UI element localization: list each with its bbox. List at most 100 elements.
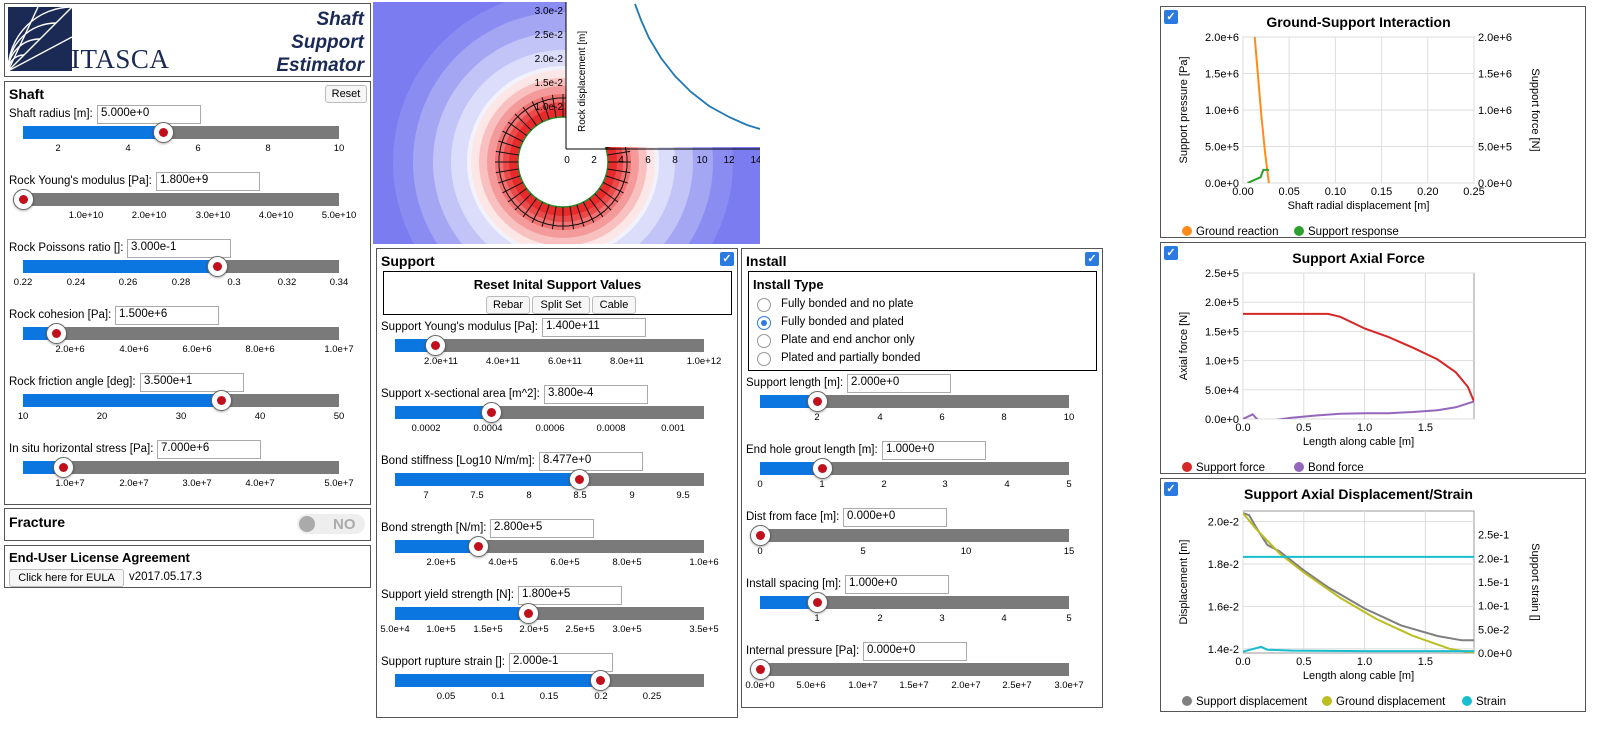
- split-set-button[interactable]: Split Set: [532, 296, 590, 314]
- slider-thumb[interactable]: [210, 390, 232, 411]
- slider-label: Install spacing [m]:: [746, 578, 842, 590]
- slider-track[interactable]: [23, 122, 339, 143]
- slider-value-input[interactable]: 8.477e+0: [539, 452, 643, 471]
- slider-value-input[interactable]: 2.000e+0: [847, 374, 951, 393]
- slider-value-input[interactable]: 2.000e-1: [509, 653, 613, 672]
- slider-track[interactable]: [760, 592, 1069, 613]
- slider-value-input[interactable]: 1.000e+0: [882, 441, 986, 460]
- x-tick-label: 0.25: [1463, 186, 1484, 198]
- y-tick-label: 1.4e-2: [1208, 644, 1239, 656]
- slider-track[interactable]: [23, 457, 339, 478]
- slider-tick-label: 0.05: [436, 691, 456, 702]
- shaft-contour-plot: 3.0e-2 2.5e-2 2.0e-2 1.5e-2 1.0e-2 0 2 4 6 8 10 12 1…: [373, 2, 760, 244]
- slider-value-input[interactable]: 3.500e+1: [140, 373, 244, 392]
- slider-thumb[interactable]: [568, 469, 590, 490]
- slider-tick-label: 8.0e+5: [612, 557, 642, 568]
- slider-thumb[interactable]: [590, 670, 612, 691]
- slider-thumb[interactable]: [13, 189, 34, 210]
- bolt-plate: [529, 102, 539, 108]
- slider-track[interactable]: [395, 603, 704, 624]
- slider-tick-label: 10: [17, 411, 29, 422]
- eula-button[interactable]: Click here for EULA: [9, 569, 124, 587]
- slider-track[interactable]: [760, 391, 1069, 412]
- legend-label: Ground reaction: [1196, 226, 1278, 237]
- install-type-radio[interactable]: [757, 334, 771, 348]
- slider-thumb[interactable]: [480, 402, 502, 423]
- slider-tick-label: 1.0e+7: [324, 344, 354, 355]
- slider-tick-label: 2: [881, 479, 887, 490]
- slider-tick-label: 1.0e+7: [55, 478, 85, 489]
- cable-button[interactable]: Cable: [592, 296, 636, 314]
- slider-track[interactable]: [395, 402, 704, 423]
- slider-track[interactable]: [23, 256, 339, 277]
- slider-track[interactable]: [23, 390, 339, 411]
- slider-track[interactable]: [13, 189, 339, 210]
- series-line: [1243, 400, 1474, 419]
- slider-track[interactable]: [395, 670, 704, 691]
- y2-tick-label: 1.0e+6: [1478, 105, 1512, 117]
- install-type-radio[interactable]: [757, 316, 771, 330]
- slider-thumb[interactable]: [468, 536, 490, 557]
- slider-label: Internal pressure [Pa]:: [746, 645, 860, 657]
- slider-track[interactable]: [750, 525, 1069, 546]
- slider-value-input[interactable]: 3.000e-1: [127, 239, 231, 258]
- slider-value-input[interactable]: 0.000e+0: [843, 508, 947, 527]
- slider-tick-label: 5.0e+6: [796, 680, 826, 691]
- chart-title: Support Axial Displacement/Strain: [1244, 486, 1473, 502]
- slider-tick-label: 8.0e+6: [245, 344, 275, 355]
- slider-value-input[interactable]: 1.500e+6: [115, 306, 219, 325]
- slider-tick-label: 5.0e+7: [324, 478, 354, 489]
- install-checkbox[interactable]: ✓: [1085, 252, 1099, 266]
- slider-track[interactable]: [23, 323, 339, 344]
- slider-label: Shaft radius [m]:: [9, 108, 93, 120]
- y-tick-label: 0.0e+0: [1205, 178, 1239, 190]
- slider-value-input[interactable]: 3.800e-4: [544, 385, 648, 404]
- legend-label: Strain: [1476, 696, 1506, 708]
- slider-thumb[interactable]: [46, 323, 68, 344]
- slider-thumb[interactable]: [517, 603, 539, 624]
- slider-value-input[interactable]: 1.400e+11: [542, 318, 646, 337]
- slider-thumb[interactable]: [207, 256, 229, 277]
- rebar-button[interactable]: Rebar: [486, 296, 530, 314]
- slider-track[interactable]: [395, 469, 704, 490]
- fracture-toggle[interactable]: NO: [297, 514, 365, 534]
- bolt-plate: [547, 97, 558, 101]
- slider-value-input[interactable]: 5.000e+0: [97, 105, 201, 124]
- slider-tick-label: 4: [1004, 479, 1010, 490]
- slider-thumb[interactable]: [153, 122, 175, 143]
- slider-thumb[interactable]: [425, 335, 447, 356]
- install-type-radio[interactable]: [757, 352, 771, 366]
- slider-track[interactable]: [750, 659, 1069, 680]
- axial-force-checkbox[interactable]: ✓: [1164, 246, 1178, 260]
- slider-thumb[interactable]: [807, 592, 829, 613]
- slider-value-input[interactable]: 1.000e+0: [845, 575, 949, 594]
- slider-tick-label: 3.0e+10: [195, 210, 231, 221]
- ground-support-checkbox[interactable]: ✓: [1164, 10, 1178, 24]
- reset-button[interactable]: Reset: [325, 85, 367, 103]
- slider-thumb[interactable]: [52, 457, 74, 478]
- slider-fill: [395, 473, 579, 486]
- slider-thumb[interactable]: [750, 525, 771, 546]
- series-line: [1243, 312, 1474, 402]
- shaft-plot-xtick: 2: [591, 155, 597, 166]
- slider-value-input[interactable]: 0.000e+0: [863, 642, 967, 661]
- slider-thumb[interactable]: [750, 659, 771, 680]
- slider-value-input[interactable]: 2.800e+5: [490, 519, 594, 538]
- support-checkbox[interactable]: ✓: [720, 252, 734, 266]
- axial-disp-checkbox[interactable]: ✓: [1164, 482, 1178, 496]
- slider-fill: [395, 406, 491, 419]
- slider-value-input[interactable]: 1.800e+5: [518, 586, 622, 605]
- slider-track[interactable]: [760, 458, 1069, 479]
- slider-track[interactable]: [395, 335, 704, 356]
- x-tick-label: 0.5: [1296, 656, 1311, 668]
- slider-label: Support x-sectional area [m^2]:: [381, 388, 540, 400]
- slider-tick-label: 2.0e+5: [426, 557, 456, 568]
- slider-thumb[interactable]: [807, 391, 829, 412]
- install-type-radio[interactable]: [757, 298, 771, 312]
- slider-track[interactable]: [395, 536, 704, 557]
- slider-value-input[interactable]: 1.800e+9: [156, 172, 260, 191]
- slider-value-input[interactable]: 7.000e+6: [157, 440, 261, 459]
- bolt-plate: [617, 186, 623, 196]
- y2-tick-label: 2.0e+6: [1478, 32, 1512, 44]
- slider-thumb[interactable]: [811, 458, 833, 479]
